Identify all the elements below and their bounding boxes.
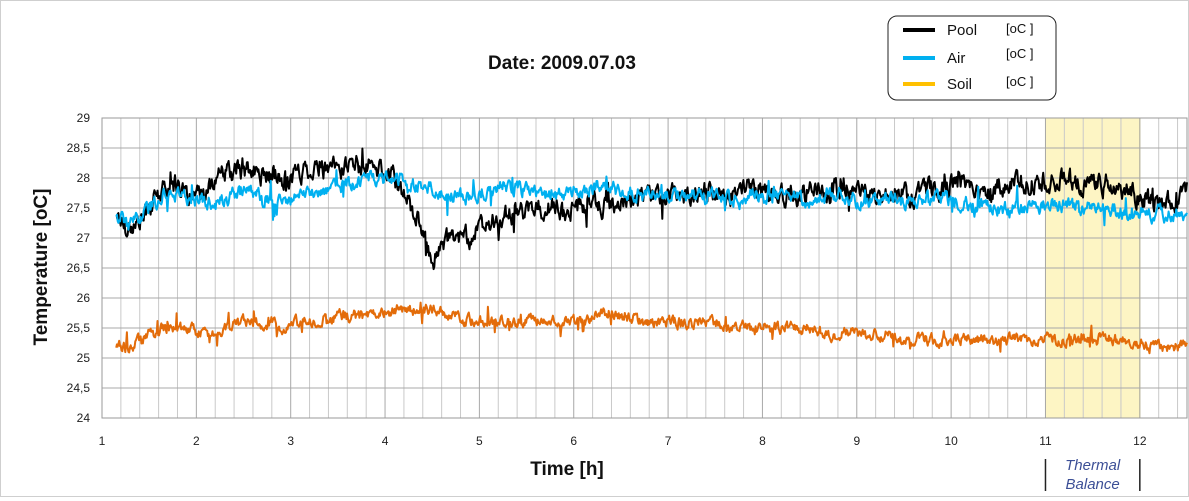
x-tick-label: 9 bbox=[853, 434, 860, 448]
legend: Pool [oC ] Air [oC ] Soil [oC ] bbox=[887, 15, 1057, 101]
x-axis-title: Time [h] bbox=[530, 459, 604, 480]
legend-item-soil: Soil [oC ] bbox=[903, 74, 1033, 93]
series-group bbox=[115, 147, 1188, 355]
legend-unit-pool: [oC ] bbox=[1006, 21, 1033, 36]
plot-area-border bbox=[101, 117, 1188, 419]
x-tick-label: 1 bbox=[99, 434, 106, 448]
legend-item-pool: Pool [oC ] bbox=[903, 21, 1033, 39]
x-tick-label: 7 bbox=[665, 434, 672, 448]
y-tick-label: 24,5 bbox=[67, 381, 91, 395]
y-axis-title: Temperature [oC] bbox=[31, 189, 52, 346]
annotation-label-line1: Thermal bbox=[1065, 457, 1121, 474]
legend-unit-air: [oC ] bbox=[1006, 46, 1033, 61]
legend-unit-soil: [oC ] bbox=[1006, 74, 1033, 89]
y-tick-label: 26,5 bbox=[67, 261, 91, 275]
x-tick-label: 5 bbox=[476, 434, 483, 448]
y-tick-label: 28 bbox=[77, 171, 91, 185]
y-tick-label: 27 bbox=[77, 231, 91, 245]
legend-label-air: Air bbox=[947, 50, 965, 67]
x-tick-label: 3 bbox=[287, 434, 294, 448]
x-tick-label: 12 bbox=[1133, 434, 1147, 448]
x-tick-label: 10 bbox=[944, 434, 958, 448]
x-tick-label: 8 bbox=[759, 434, 766, 448]
legend-box bbox=[887, 15, 1057, 101]
x-tick-label: 6 bbox=[570, 434, 577, 448]
y-tick-label: 28,5 bbox=[67, 141, 91, 155]
y-tick-label: 29 bbox=[77, 111, 91, 125]
chart-title: Date: 2009.07.03 bbox=[488, 53, 636, 74]
x-tick-label: 11 bbox=[1039, 434, 1052, 448]
y-tick-label: 25 bbox=[77, 351, 91, 365]
series-line-soil bbox=[115, 301, 1188, 355]
thermal-balance-annotation: Thermal Balance bbox=[1044, 457, 1141, 493]
y-tick-labels: 24 24,5 25 25,5 26 26,5 27 27,5 28 28,5 29 bbox=[67, 111, 91, 425]
x-tick-labels: 1 2 3 4 5 6 7 8 9 10 11 12 bbox=[99, 434, 1147, 448]
legend-label-pool: Pool bbox=[947, 22, 977, 39]
series-line-pool bbox=[115, 147, 1188, 271]
series-line-air bbox=[115, 169, 1188, 231]
x-tick-label: 2 bbox=[193, 434, 200, 448]
legend-item-air: Air [oC ] bbox=[903, 46, 1033, 67]
y-tick-label: 25,5 bbox=[67, 321, 91, 335]
legend-label-soil: Soil bbox=[947, 76, 972, 93]
y-tick-label: 24 bbox=[77, 411, 91, 425]
y-tick-label: 26 bbox=[77, 291, 91, 305]
x-tick-label: 4 bbox=[382, 434, 389, 448]
annotation-label-line2: Balance bbox=[1066, 476, 1120, 493]
y-tick-label: 27,5 bbox=[67, 201, 91, 215]
grid-lines bbox=[101, 117, 1187, 419]
